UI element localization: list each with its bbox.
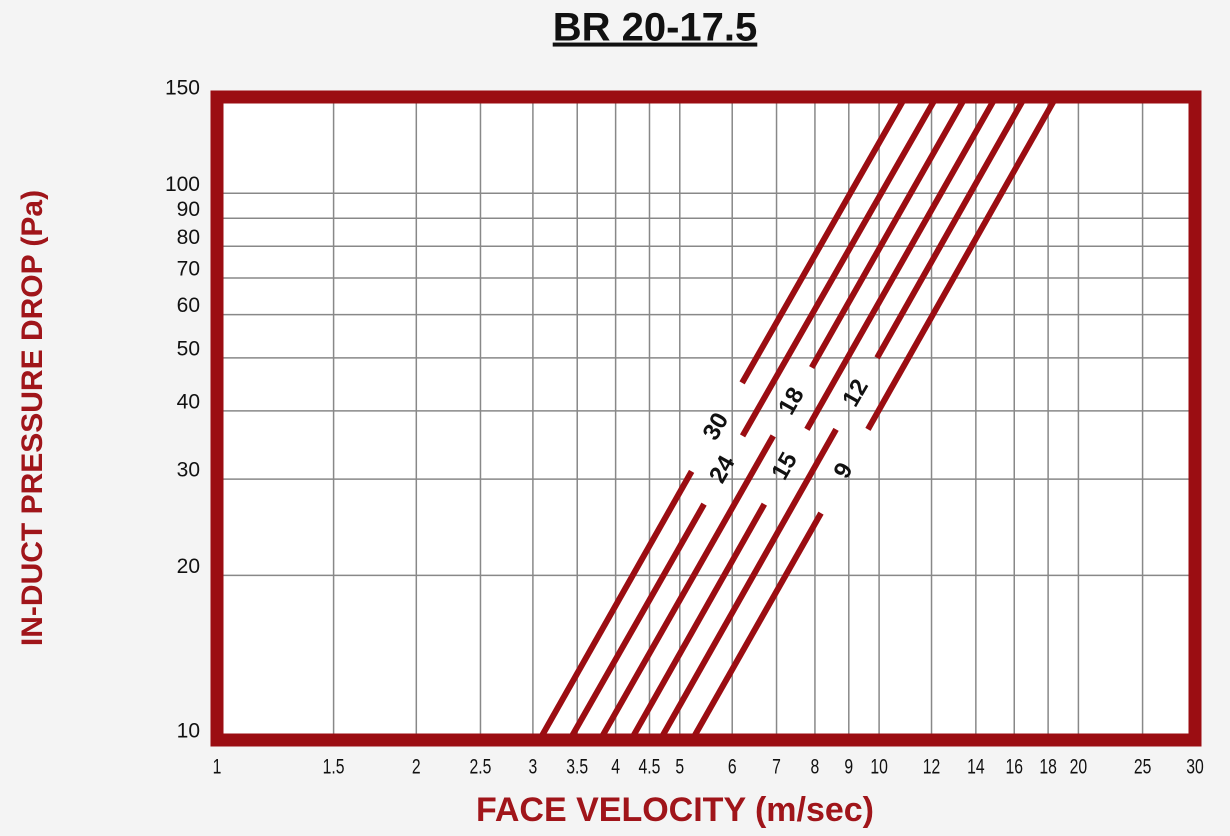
- x-tick-label: 5: [675, 754, 684, 778]
- y-tick-label: 80: [177, 226, 200, 249]
- x-tick-label: 8: [811, 754, 820, 778]
- y-tick-label: 150: [165, 77, 200, 100]
- y-axis-label: IN-DUCT PRESSURE DROP (Pa): [16, 190, 49, 646]
- x-tick-label: 16: [1005, 754, 1023, 778]
- plot-frame: [210, 90, 1202, 747]
- series-line: [865, 95, 1059, 431]
- x-tick-label: 3: [529, 754, 538, 778]
- chart-title: BR 20-17.5: [553, 6, 758, 50]
- x-tick-label: 3.5: [566, 754, 588, 778]
- series-line: [657, 427, 839, 742]
- series-line: [739, 95, 939, 438]
- x-tick-label: 2: [412, 754, 421, 778]
- y-tick-label: 10: [177, 720, 200, 743]
- y-tick-label: 60: [177, 294, 200, 317]
- x-tick-label: 10: [870, 754, 888, 778]
- y-tick-label: 20: [177, 555, 200, 578]
- series-line: [628, 502, 767, 742]
- x-tick-label: 2.5: [470, 754, 492, 778]
- series-line: [874, 95, 1028, 360]
- plot-background: [217, 97, 1195, 740]
- x-tick-label: 18: [1039, 754, 1057, 778]
- series-line: [809, 95, 969, 370]
- x-tick-label: 4.5: [639, 754, 661, 778]
- x-tick-label: 20: [1070, 754, 1088, 778]
- series-line: [689, 511, 824, 742]
- y-tick-label: 50: [177, 337, 200, 360]
- y-tick-label: 30: [177, 459, 200, 482]
- series-line: [536, 469, 695, 742]
- series-line: [804, 95, 999, 431]
- series-line: [567, 502, 707, 742]
- x-tick-label: 25: [1134, 754, 1152, 778]
- x-tick-label: 6: [728, 754, 737, 778]
- y-tick-label: 100: [165, 173, 200, 196]
- y-tick-label: 70: [177, 258, 200, 281]
- series-line: [597, 434, 776, 742]
- x-tick-label: 7: [772, 754, 781, 778]
- x-tick-label: 1: [213, 754, 222, 778]
- y-tick-label: 90: [177, 198, 200, 221]
- x-tick-label: 14: [967, 754, 985, 778]
- x-tick-label: 30: [1186, 754, 1204, 778]
- y-tick-label: 40: [177, 390, 200, 413]
- x-axis-label: FACE VELOCITY (m/sec): [476, 791, 874, 829]
- series-line: [739, 95, 908, 385]
- x-tick-label: 4: [611, 754, 620, 778]
- x-tick-label: 12: [923, 754, 941, 778]
- x-tick-label: 1.5: [323, 754, 345, 778]
- x-tick-label: 9: [844, 754, 853, 778]
